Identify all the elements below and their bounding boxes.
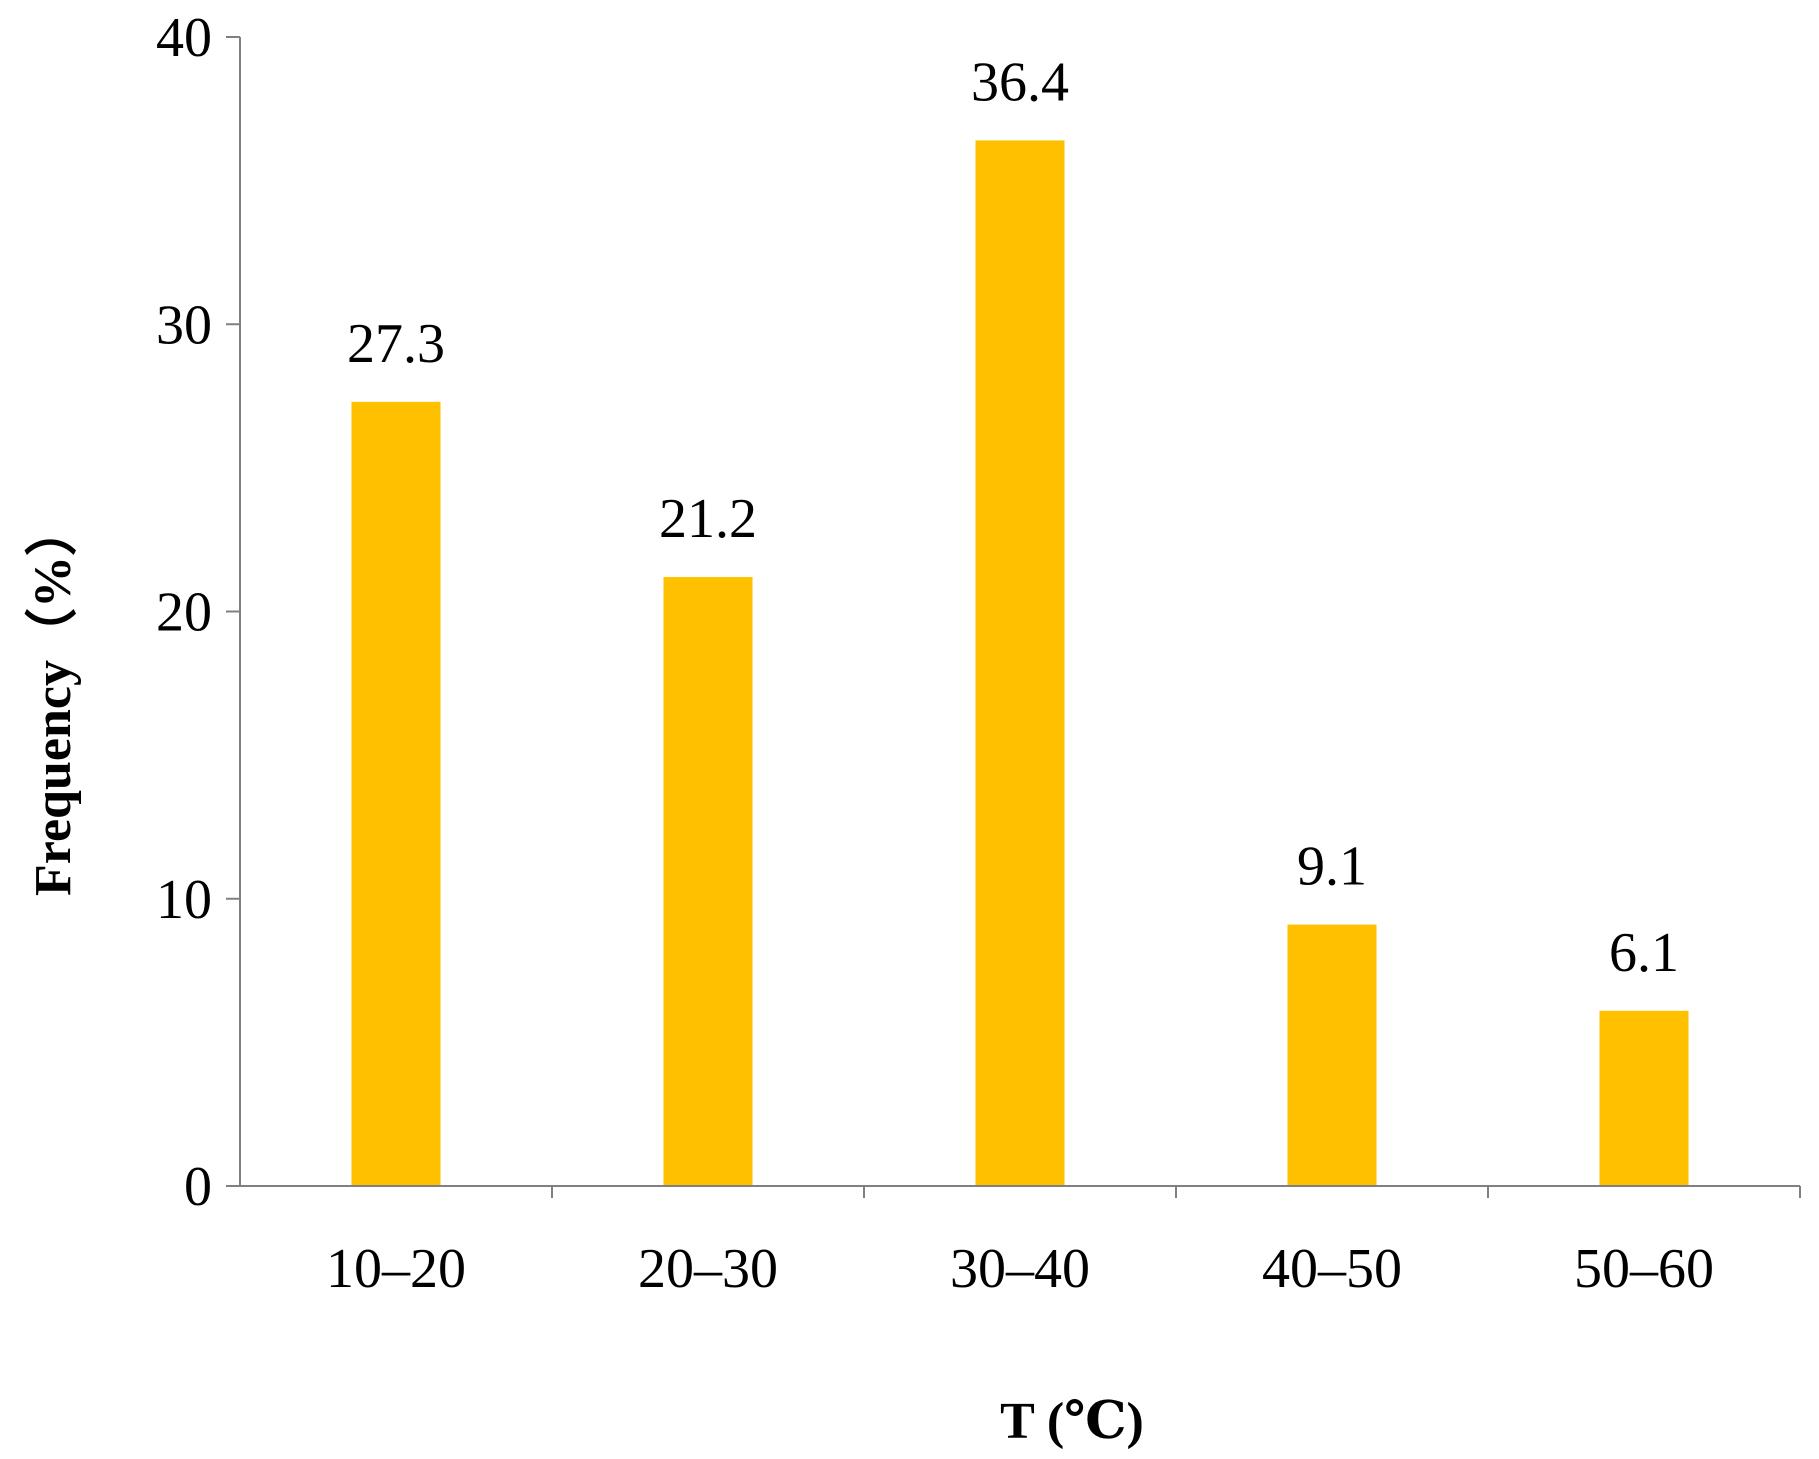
bar [663,577,753,1186]
x-tick-label: 20–30 [638,1238,778,1300]
bar-value-label: 36.4 [971,51,1069,113]
bar-value-label: 6.1 [1609,922,1679,984]
bar [975,140,1065,1186]
axes [239,37,1800,1187]
x-axis-title: T (℃) [1000,1393,1144,1450]
x-axis-ticks: 10–20 20–30 30–40 40–50 50–60 [326,1186,1801,1300]
y-axis-title: Frequency（%） [24,504,82,896]
data-labels: 27.3 21.2 36.4 9.1 6.1 [347,51,1679,983]
bar [1599,1010,1689,1186]
bar-value-label: 27.3 [347,313,445,375]
x-tick-label: 50–60 [1574,1238,1714,1300]
bar [351,401,441,1186]
x-tick-label: 10–20 [326,1238,466,1300]
bars [351,140,1689,1186]
x-tick-label: 40–50 [1262,1238,1402,1300]
y-tick-label: 30 [156,294,212,356]
y-tick-label: 0 [184,1156,212,1218]
bar-value-label: 21.2 [659,488,757,550]
y-tick-label: 20 [156,582,212,644]
bar [1287,924,1377,1186]
y-tick-label: 40 [156,7,212,69]
y-axis-ticks: 0 10 20 30 40 [156,7,240,1218]
x-tick-label: 30–40 [950,1238,1090,1300]
bar-value-label: 9.1 [1297,836,1367,898]
y-tick-label: 10 [156,869,212,931]
